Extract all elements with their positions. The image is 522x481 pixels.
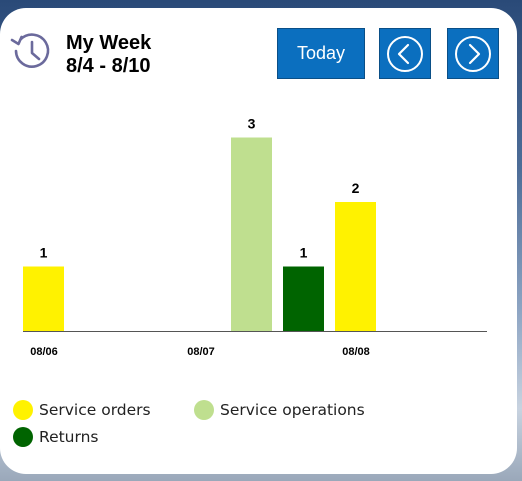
today-button[interactable]: Today [277, 28, 365, 79]
legend-item-service-orders: Service orders [13, 400, 151, 420]
next-week-button[interactable] [447, 28, 499, 79]
legend-label: Service operations [220, 401, 365, 419]
bar-service-operations-08-07[interactable] [231, 137, 272, 332]
x-tick-label: 08/08 [342, 346, 370, 358]
data-label: 1 [300, 245, 308, 261]
legend-swatch [194, 400, 214, 420]
x-tick-label: 08/06 [30, 346, 58, 358]
weekly-bar-chart: 1 08/06 3 1 08/07 2 08/08 [23, 116, 487, 358]
legend-item-returns: Returns [13, 427, 99, 447]
legend-swatch [13, 400, 33, 420]
history-icon[interactable] [8, 28, 54, 74]
data-label: 2 [352, 180, 360, 196]
data-label: 3 [248, 116, 256, 132]
bar-returns-08-07[interactable] [283, 266, 324, 332]
page-title: My Week 8/4 - 8/10 [66, 32, 151, 78]
bar-service-orders-08-08[interactable] [335, 202, 376, 331]
chevron-right-circle-icon [455, 35, 491, 72]
data-label: 1 [40, 245, 48, 261]
title-text: My Week [66, 32, 152, 54]
previous-week-button[interactable] [379, 28, 431, 79]
chevron-left-circle-icon [387, 35, 423, 72]
legend-label: Service orders [39, 401, 151, 419]
legend-label: Returns [39, 428, 99, 446]
my-week-card: My Week 8/4 - 8/10 Today 1 08/06 3 1 08/07 2 0… [0, 8, 517, 474]
bar-service-orders-08-06[interactable] [23, 266, 64, 332]
legend-item-service-operations: Service operations [194, 400, 365, 420]
x-tick-label: 08/07 [187, 346, 215, 358]
date-range: 8/4 - 8/10 [66, 55, 151, 77]
legend-swatch [13, 427, 33, 447]
